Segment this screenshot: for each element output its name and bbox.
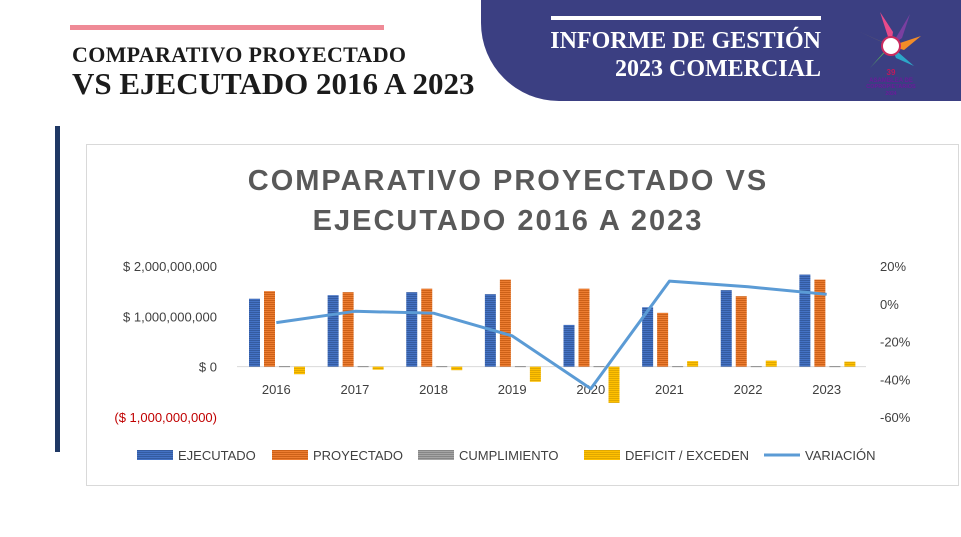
left-accent-bar bbox=[55, 126, 60, 452]
bar-proyectado bbox=[657, 312, 669, 367]
legend-label: DEFICIT / EXCEDEN bbox=[625, 448, 749, 463]
line-variacion bbox=[276, 279, 827, 391]
x-tick-label: 2019 bbox=[498, 382, 527, 397]
y-left-tick-label: $ 0 bbox=[199, 360, 217, 375]
bar-ejecutado bbox=[563, 324, 575, 367]
bar-deficit bbox=[451, 366, 463, 371]
bar-deficit bbox=[765, 360, 777, 367]
bar-deficit bbox=[372, 366, 384, 370]
legend-swatch bbox=[584, 450, 620, 460]
y-right-tick-label: -40% bbox=[880, 372, 911, 387]
logo-line2: COPROPIETARIOS bbox=[866, 84, 916, 90]
x-tick-label: 2021 bbox=[655, 382, 684, 397]
bar-proyectado bbox=[814, 279, 826, 367]
bar-proyectado bbox=[342, 292, 354, 367]
logo-flower-icon bbox=[860, 12, 921, 68]
bar-cumplimiento bbox=[357, 366, 369, 368]
title-accent-bar bbox=[70, 25, 384, 30]
bar-ejecutado bbox=[249, 298, 260, 367]
y-right-tick-label: 0% bbox=[880, 297, 899, 312]
x-tick-label: 2022 bbox=[734, 382, 763, 397]
y-left-tick-label: $ 2,000,000,000 bbox=[123, 259, 217, 274]
banner-title-line2: 2023 COMERCIAL bbox=[614, 56, 821, 82]
y-left-tick-label: ($ 1,000,000,000) bbox=[114, 410, 217, 425]
y-left-tick-label: $ 1,000,000,000 bbox=[123, 309, 217, 324]
bar-proyectado bbox=[264, 291, 275, 367]
legend-label: CUMPLIMIENTO bbox=[459, 448, 558, 463]
bar-deficit bbox=[529, 366, 541, 382]
legend-swatch bbox=[137, 450, 173, 460]
bar-ejecutado bbox=[799, 274, 811, 367]
chart-title-line2: EJECUTADO 2016 A 2023 bbox=[313, 205, 704, 237]
bar-proyectado bbox=[499, 279, 511, 367]
bar-ejecutado bbox=[327, 295, 339, 367]
legend-label: EJECUTADO bbox=[178, 448, 256, 463]
bar-cumplimiento bbox=[593, 366, 605, 368]
x-tick-label: 2017 bbox=[340, 382, 369, 397]
bar-proyectado bbox=[421, 288, 433, 367]
bar-ejecutado bbox=[642, 307, 654, 367]
logo-line1: ASAMBLEA DE bbox=[869, 78, 913, 84]
bar-deficit bbox=[608, 366, 620, 403]
bar-cumplimiento bbox=[436, 366, 448, 368]
bar-ejecutado bbox=[720, 290, 732, 367]
x-tick-label: 2023 bbox=[812, 382, 841, 397]
bar-cumplimiento bbox=[672, 366, 684, 368]
y-right-tick-label: -20% bbox=[880, 335, 911, 350]
chart-frame bbox=[86, 144, 959, 486]
logo-number: 39 bbox=[887, 68, 896, 77]
bar-deficit bbox=[687, 361, 699, 367]
assembly-logo: 39 ASAMBLEA DE COPROPIETARIOS 2024 bbox=[860, 12, 921, 97]
y-right-tick-label: 20% bbox=[880, 259, 906, 274]
banner-title-line1: INFORME DE GESTIÓN bbox=[550, 28, 821, 54]
bar-proyectado bbox=[735, 296, 747, 367]
page-title-line2: VS EJECUTADO 2016 A 2023 bbox=[72, 66, 475, 101]
legend-label: VARIACIÓN bbox=[805, 448, 876, 463]
bar-cumplimiento bbox=[750, 366, 762, 368]
bar-ejecutado bbox=[406, 292, 418, 367]
bar-cumplimiento bbox=[514, 366, 526, 368]
y-right-tick-label: -60% bbox=[880, 410, 911, 425]
bar-proyectado bbox=[578, 288, 590, 367]
banner-rule bbox=[551, 16, 821, 20]
legend-swatch bbox=[272, 450, 308, 460]
x-tick-label: 2016 bbox=[262, 382, 291, 397]
logo-year: 2024 bbox=[885, 91, 896, 97]
bar-cumplimiento bbox=[279, 366, 290, 368]
bar-deficit bbox=[294, 366, 305, 375]
legend-swatch bbox=[418, 450, 454, 460]
legend-label: PROYECTADO bbox=[313, 448, 403, 463]
chart-title-line1: COMPARATIVO PROYECTADO VS bbox=[248, 165, 768, 197]
bar-cumplimiento bbox=[829, 366, 841, 368]
bar-deficit bbox=[844, 361, 856, 367]
x-tick-label: 2018 bbox=[419, 382, 448, 397]
page-title-line1: COMPARATIVO PROYECTADO bbox=[72, 42, 407, 67]
